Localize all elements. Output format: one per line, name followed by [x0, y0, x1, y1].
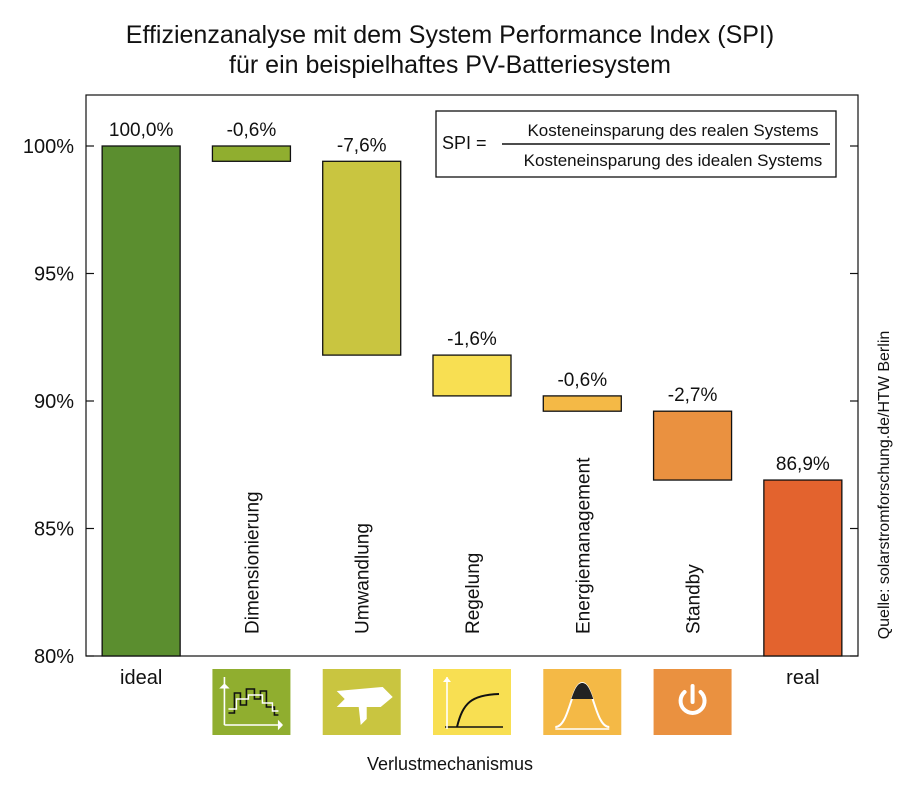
- icon-background: [433, 669, 511, 735]
- bar-value-label: 86,9%: [776, 454, 830, 475]
- bar-value-label: -2,7%: [668, 385, 718, 406]
- bar-value-label: -7,6%: [337, 135, 387, 156]
- bar-value-label: -0,6%: [227, 120, 277, 141]
- y-tick-label: 80%: [34, 646, 74, 668]
- bar-umwandlung: [322, 160, 402, 356]
- icon-power-arc: [678, 690, 707, 715]
- category-label: real: [786, 667, 819, 689]
- icon-profile-line-2: [228, 694, 279, 712]
- category-label: Standby: [684, 564, 705, 634]
- profile-icon: [212, 669, 291, 735]
- y-tick-label: 95%: [34, 264, 74, 286]
- bar-standby: [652, 410, 733, 481]
- icon-background: [212, 669, 291, 735]
- icon-arrowhead: [277, 719, 283, 731]
- bar-dimensionierung: [211, 145, 292, 162]
- power-icon: [653, 669, 732, 735]
- arrow-icon: [322, 669, 401, 735]
- bar-value-label: -1,6%: [447, 329, 497, 350]
- bar-value-label: 100,0%: [109, 120, 174, 141]
- icon-arrowhead: [219, 683, 230, 689]
- bar-energiemanagement: [542, 395, 622, 412]
- category-label: Umwandlung: [353, 523, 374, 634]
- y-tick-label: 100%: [23, 136, 74, 158]
- category-label: Dimensionierung: [242, 491, 263, 634]
- category-label: ideal: [120, 667, 162, 689]
- bar-ideal: [101, 145, 181, 657]
- bell-curve-icon: [543, 669, 622, 735]
- icon-arrowhead: [443, 677, 451, 682]
- chart-title-line2: für ein beispielhaftes PV-Batteriesystem: [229, 51, 671, 79]
- formula-lhs: SPI =: [442, 133, 487, 153]
- source-note: Quelle: solarstromforschung.de/HTW Berli…: [876, 331, 893, 640]
- bar-value-label: -0,6%: [557, 370, 607, 391]
- x-axis-title: Verlustmechanismus: [367, 754, 533, 774]
- formula-numerator: Kosteneinsparung des realen Systems: [527, 121, 818, 140]
- chart-title-line1: Effizienzanalyse mit dem System Performa…: [125, 21, 775, 49]
- plot-frame: [85, 94, 859, 657]
- y-tick-label: 90%: [34, 391, 74, 413]
- icon-background: [543, 669, 622, 735]
- formula-denominator: Kosteneinsparung des idealen Systems: [524, 151, 823, 170]
- category-label: Energiemanagement: [573, 457, 594, 634]
- category-label: Regelung: [463, 553, 484, 634]
- icon-profile-line: [228, 688, 279, 716]
- icon-signpost: [336, 687, 393, 725]
- icon-bell-top: [571, 683, 594, 699]
- y-tick-label: 85%: [34, 519, 74, 541]
- icon-step-response: [456, 693, 500, 728]
- bar-real: [763, 479, 843, 657]
- bar-regelung: [432, 354, 512, 397]
- curve-icon: [433, 669, 511, 735]
